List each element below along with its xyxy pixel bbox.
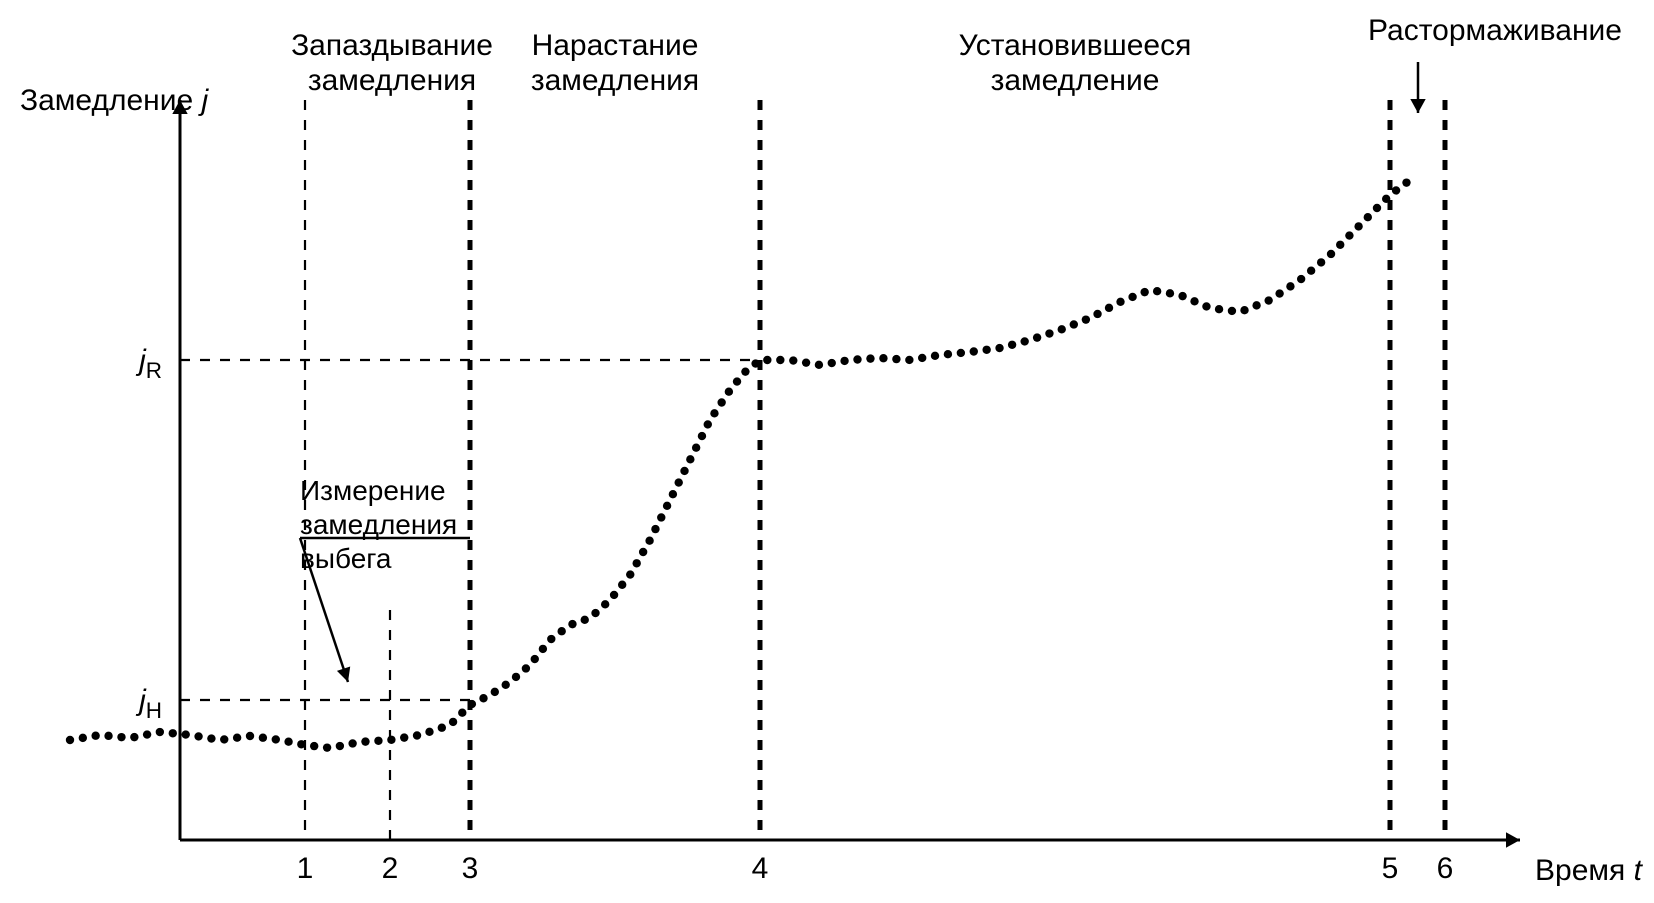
region-label-3-0: Растормаживание xyxy=(1368,14,1622,47)
region-label-2-1: замедление xyxy=(991,64,1160,97)
region-label-0-0: Запаздывание xyxy=(291,29,493,62)
x-tick-4: 4 xyxy=(752,852,769,885)
x-tick-3: 3 xyxy=(462,852,479,885)
measure-label-2: выбега xyxy=(300,543,392,574)
measure-label-1: замедления xyxy=(300,509,457,540)
region-label-1-0: Нарастание xyxy=(532,29,699,62)
region-label-2-0: Установившееся xyxy=(959,29,1192,62)
x-tick-6: 6 xyxy=(1437,852,1454,885)
deceleration-chart: Замедление jВремя tjНjR123456Запаздывани… xyxy=(0,0,1654,903)
measure-label-0: Измерение xyxy=(300,475,446,506)
region-label-1-1: замедления xyxy=(531,64,699,97)
region-label-0-1: замедления xyxy=(308,64,476,97)
x-tick-5: 5 xyxy=(1382,852,1399,885)
chart-container: Замедление jВремя tjНjR123456Запаздывани… xyxy=(0,0,1654,903)
x-tick-1: 1 xyxy=(297,852,314,885)
x-axis-title: Время t xyxy=(1535,854,1644,887)
y-axis-title: Замедление j xyxy=(20,84,210,117)
x-tick-2: 2 xyxy=(382,852,399,885)
